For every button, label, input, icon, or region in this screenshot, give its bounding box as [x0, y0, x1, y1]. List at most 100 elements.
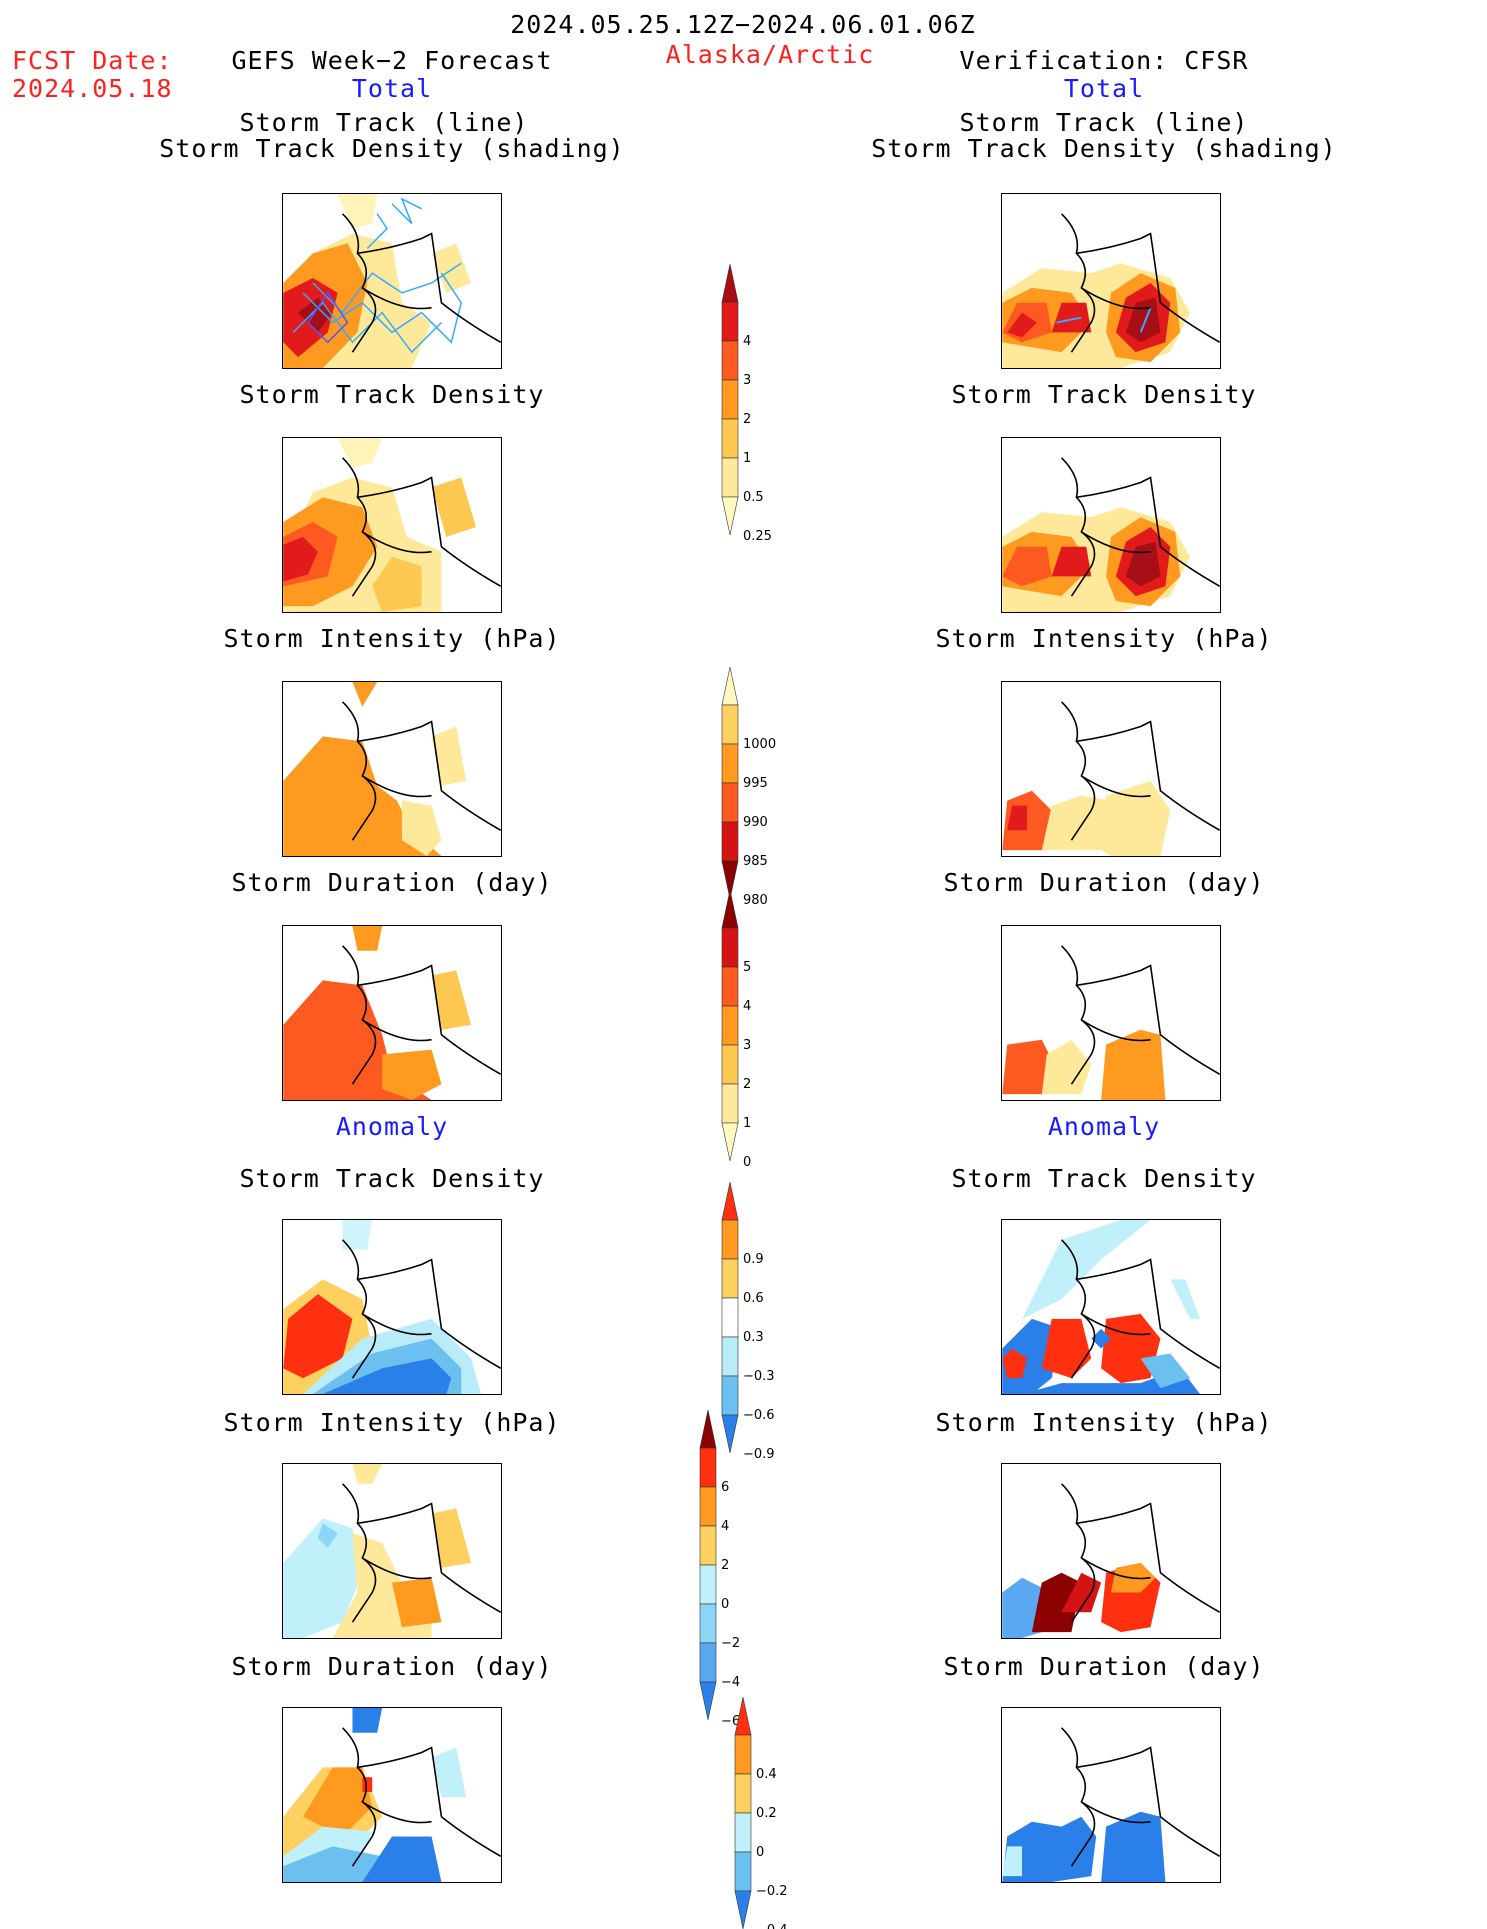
cfsr-duration-anomaly-panel	[1001, 1707, 1221, 1883]
gefs-duration-panel	[282, 925, 502, 1101]
r-density-title: Storm Track Density	[951, 380, 1257, 409]
density_anom-tick-label: −0.3	[743, 1369, 775, 1384]
duration_total-tip-bottom	[721, 1122, 739, 1162]
duration_anom-tick-label: 0.2	[756, 1806, 777, 1821]
density_anom-box	[721, 1219, 739, 1260]
r-intensity-title: Storm Intensity (hPa)	[935, 624, 1273, 653]
intensity_anom-box	[699, 1447, 717, 1488]
left-column-title: GEFS Week−2 Forecast	[231, 46, 553, 75]
l-track-shading-title: Storm Track Density (shading)	[159, 134, 625, 163]
intensity_anom-tick-label: 4	[721, 1519, 729, 1534]
density_total-box	[721, 379, 739, 420]
duration_anom-tip-top	[734, 1696, 752, 1736]
gefs-intensity-panel	[282, 681, 502, 857]
duration_total-tick-label: 4	[743, 999, 751, 1014]
intensity_anom-box	[699, 1642, 717, 1683]
density-anomaly-colorbar-svg: 0.9 0.6 0.3 −0.3 −0.6 −0.9	[721, 1181, 775, 1462]
density_anom-box	[721, 1297, 739, 1338]
density_anom-tip-top	[721, 1181, 739, 1221]
l-duration-title: Storm Duration (day)	[231, 868, 553, 897]
duration_anom-tick-label: −0.2	[756, 1884, 788, 1899]
l-intensity-title: Storm Intensity (hPa)	[223, 624, 561, 653]
gefs-density-anomaly-panel	[282, 1219, 502, 1395]
density_anom-box	[721, 1336, 739, 1377]
intensity_total-tick-label: 990	[743, 815, 768, 830]
gefs-intensity-anomaly-panel	[282, 1463, 502, 1639]
cfsr-intensity-anomaly-panel	[1001, 1463, 1221, 1639]
intensity_anom-tick-label: −6	[721, 1714, 740, 1729]
density-anomaly-colorbar: 0.9 0.6 0.3 −0.3 −0.6 −0.9	[721, 1180, 782, 1464]
density_total-tip-top	[721, 263, 739, 303]
intensity_anom-box	[699, 1525, 717, 1566]
r-anom-density-title: Storm Track Density	[951, 1164, 1257, 1193]
density_total-tick-label: 1	[743, 451, 751, 466]
duration_total-tick-label: 3	[743, 1038, 751, 1053]
intensity_anom-tick-label: 0	[721, 1597, 729, 1612]
r-anom-intensity-title: Storm Intensity (hPa)	[935, 1408, 1273, 1437]
intensity_anom-tick-label: 2	[721, 1558, 729, 1573]
duration-total-colorbar: 5 4 3 2 1 0	[721, 888, 782, 1172]
duration-anomaly-colorbar: 0.4 0.2 0 −0.2 −0.4	[734, 1695, 795, 1929]
density_anom-tick-label: 0.3	[743, 1330, 764, 1345]
duration_total-box	[721, 1005, 739, 1046]
r-anomaly-label: Anomaly	[1047, 1112, 1161, 1141]
duration_total-tick-label: 2	[743, 1077, 751, 1092]
cfsr-duration-panel	[1001, 925, 1221, 1101]
duration_anom-tick-label: 0	[756, 1845, 764, 1860]
intensity_anom-box	[699, 1564, 717, 1605]
density-total-colorbar: 4 3 2 1 0.5 0.25	[721, 262, 782, 546]
right-total-label: Total	[1063, 74, 1145, 103]
intensity_total-tick-label: 1000	[743, 737, 776, 752]
intensity_total-tip-top	[721, 666, 739, 706]
density_total-tick-label: 4	[743, 334, 751, 349]
gefs-density-panel	[282, 437, 502, 613]
density_total-box	[721, 457, 739, 498]
duration_anom-box	[734, 1851, 752, 1892]
density_total-box	[721, 418, 739, 459]
fcst-date-label: FCST Date:	[12, 46, 173, 75]
left-total-label: Total	[351, 74, 433, 103]
intensity_anom-tick-label: −2	[721, 1636, 740, 1651]
density_anom-box	[721, 1258, 739, 1299]
intensity-anomaly-colorbar-svg: 6 4 2 0 −2 −4 −6	[699, 1409, 740, 1729]
duration_total-box	[721, 1083, 739, 1124]
cfsr-track-panel	[1001, 193, 1221, 369]
intensity-total-colorbar-svg: 1000 995 990 985 980	[721, 666, 776, 908]
duration-total-colorbar-svg: 5 4 3 2 1 0	[721, 889, 751, 1170]
l-track-line-title: Storm Track (line)	[239, 108, 529, 137]
density_anom-tick-label: 0.6	[743, 1291, 764, 1306]
duration_anom-box	[734, 1812, 752, 1853]
density_total-tip-bottom	[721, 496, 739, 536]
duration_total-box	[721, 1044, 739, 1085]
intensity_total-box	[721, 704, 739, 745]
density_total-tick-label: 0.25	[743, 529, 772, 544]
r-track-line-title: Storm Track (line)	[959, 108, 1249, 137]
intensity_total-tick-label: 995	[743, 776, 768, 791]
r-anom-duration-title: Storm Duration (day)	[943, 1652, 1265, 1681]
intensity-anomaly-colorbar: 6 4 2 0 −2 −4 −6	[699, 1408, 760, 1729]
l-anom-intensity-title: Storm Intensity (hPa)	[223, 1408, 561, 1437]
cfsr-intensity-panel	[1001, 681, 1221, 857]
intensity_total-tip-bottom	[721, 860, 739, 900]
l-anom-duration-title: Storm Duration (day)	[231, 1652, 553, 1681]
density_total-tick-label: 0.5	[743, 490, 764, 505]
intensity_anom-box	[699, 1486, 717, 1527]
density_total-tick-label: 3	[743, 373, 751, 388]
period-title: 2024.05.25.12Z−2024.06.01.06Z	[510, 10, 976, 39]
duration_total-box	[721, 927, 739, 968]
cfsr-density-anomaly-panel	[1001, 1219, 1221, 1395]
duration_anom-box	[734, 1734, 752, 1775]
density_anom-tick-label: −0.9	[743, 1447, 775, 1462]
duration-anomaly-colorbar-svg: 0.4 0.2 0 −0.2 −0.4	[734, 1696, 788, 1929]
density_total-box	[721, 301, 739, 342]
l-anomaly-label: Anomaly	[335, 1112, 449, 1141]
intensity_total-box	[721, 743, 739, 784]
duration_total-tip-top	[721, 889, 739, 929]
intensity_total-tick-label: 980	[743, 893, 768, 908]
l-density-title: Storm Track Density	[239, 380, 545, 409]
r-duration-title: Storm Duration (day)	[943, 868, 1265, 897]
l-anom-density-title: Storm Track Density	[239, 1164, 545, 1193]
density_anom-tick-label: −0.6	[743, 1408, 775, 1423]
intensity_anom-tick-label: 6	[721, 1480, 729, 1495]
duration_anom-box	[734, 1773, 752, 1814]
